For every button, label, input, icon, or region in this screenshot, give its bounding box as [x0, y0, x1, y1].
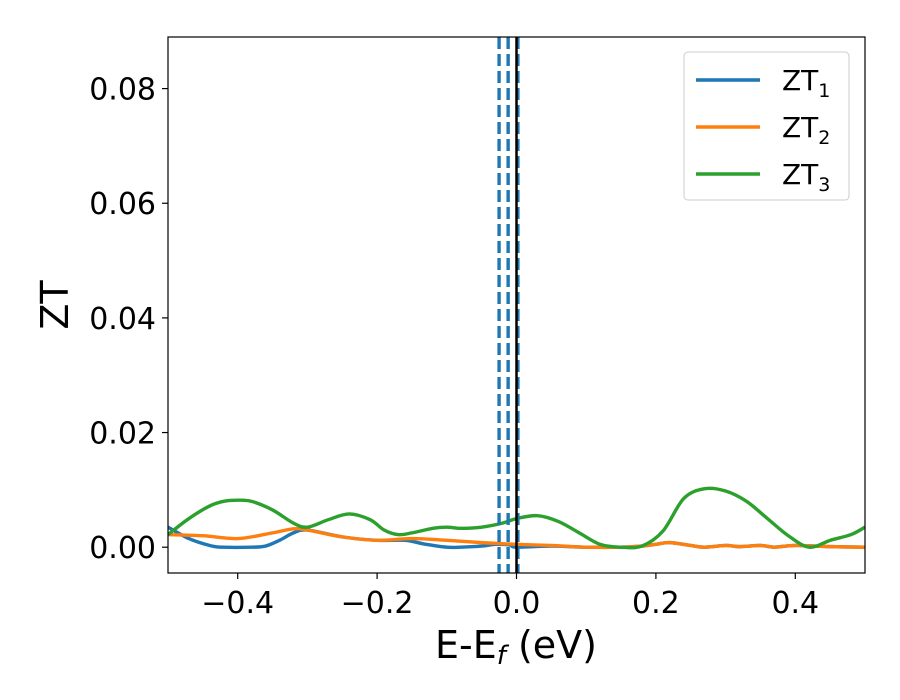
series-line-2	[168, 526, 865, 550]
legend-label-2: ZT2	[782, 111, 830, 149]
y-tick-label: 0.06	[89, 187, 156, 222]
y-axis-label: ZT	[33, 280, 77, 330]
x-axis: −0.4 −0.2 0.0 0.2 0.4	[201, 573, 819, 621]
legend-label-1: ZT1	[782, 64, 830, 102]
x-axis-label: E-Ef (eV)	[435, 623, 597, 671]
x-tick-label: −0.4	[201, 586, 274, 621]
y-axis: 0.00 0.02 0.04 0.06 0.08	[89, 73, 168, 566]
x-tick-label: 0.4	[771, 586, 819, 621]
y-tick-label: 0.00	[89, 531, 156, 566]
legend-frame	[683, 51, 850, 201]
x-tick-label: −0.2	[341, 586, 414, 621]
vline-layer	[497, 37, 520, 573]
legend-label-3: ZT3	[782, 158, 830, 196]
x-tick-label: 0.2	[632, 586, 680, 621]
x-tick-label: 0.0	[493, 586, 541, 621]
series-layer	[168, 486, 865, 550]
y-tick-label: 0.02	[89, 417, 156, 452]
legend: ZT1 ZT2 ZT3	[683, 51, 850, 201]
y-tick-label: 0.04	[89, 302, 156, 337]
series-line-3	[168, 486, 865, 550]
y-tick-label: 0.08	[89, 73, 156, 108]
